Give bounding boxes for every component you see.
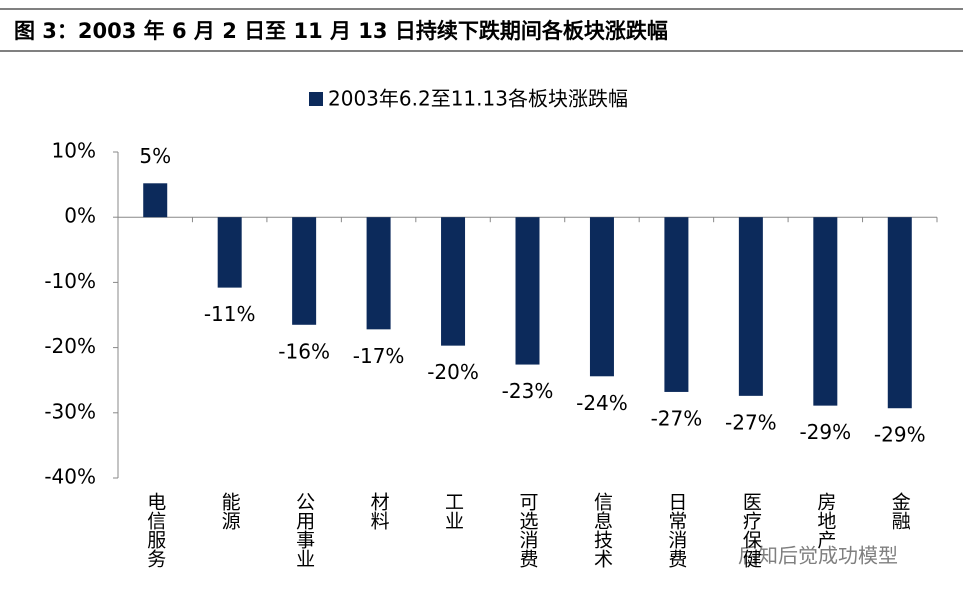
- y-tick-label: -40%: [44, 465, 96, 489]
- x-tick-label: 信息技术: [591, 492, 613, 568]
- bar: [217, 217, 242, 288]
- x-tick-label: 日常消费: [665, 492, 687, 568]
- value-label: -29%: [799, 420, 851, 444]
- y-tick-label: -30%: [44, 399, 96, 423]
- bar: [143, 183, 168, 218]
- legend-swatch: [309, 92, 323, 106]
- x-tick-label: 工业: [442, 492, 464, 530]
- bar: [366, 217, 391, 330]
- bar: [292, 217, 317, 325]
- watermark: 后知后觉成功模型: [738, 544, 898, 568]
- x-tick-label: 可选消费: [517, 492, 539, 568]
- y-tick-label: -10%: [44, 269, 96, 293]
- chart-title: 图 3：2003 年 6 月 2 日至 11 月 13 日持续下跌期间各板块涨跌…: [14, 19, 668, 43]
- x-tick-label: 电信服务: [144, 492, 166, 568]
- bar: [589, 217, 614, 377]
- value-label: -27%: [725, 410, 777, 434]
- y-tick-label: 0%: [64, 204, 96, 228]
- value-label: -23%: [502, 379, 554, 403]
- bar: [887, 217, 912, 409]
- x-tick-label: 材料: [368, 492, 390, 530]
- value-label: 5%: [139, 144, 171, 168]
- bar: [738, 217, 763, 396]
- bar: [515, 217, 540, 365]
- x-tick-label: 医疗保健: [740, 492, 762, 568]
- bar: [813, 217, 838, 406]
- y-tick-label: 10%: [52, 139, 96, 163]
- value-label: -11%: [204, 302, 256, 326]
- value-label: -24%: [576, 391, 628, 415]
- value-label: -29%: [874, 423, 926, 447]
- bar: [664, 217, 689, 392]
- legend-label: 2003年6.2至11.13各板块涨跌幅: [328, 87, 628, 111]
- x-tick-label: 房地产: [814, 492, 836, 549]
- y-tick-label: -20%: [44, 334, 96, 358]
- value-label: -16%: [278, 339, 330, 363]
- value-label: -27%: [651, 406, 703, 430]
- bar: [441, 217, 466, 346]
- x-tick-label: 公用事业: [293, 492, 315, 568]
- value-label: -20%: [427, 360, 479, 384]
- x-tick-label: 金融: [889, 492, 911, 530]
- value-label: -17%: [353, 344, 405, 368]
- x-tick-label: 能源: [219, 492, 241, 531]
